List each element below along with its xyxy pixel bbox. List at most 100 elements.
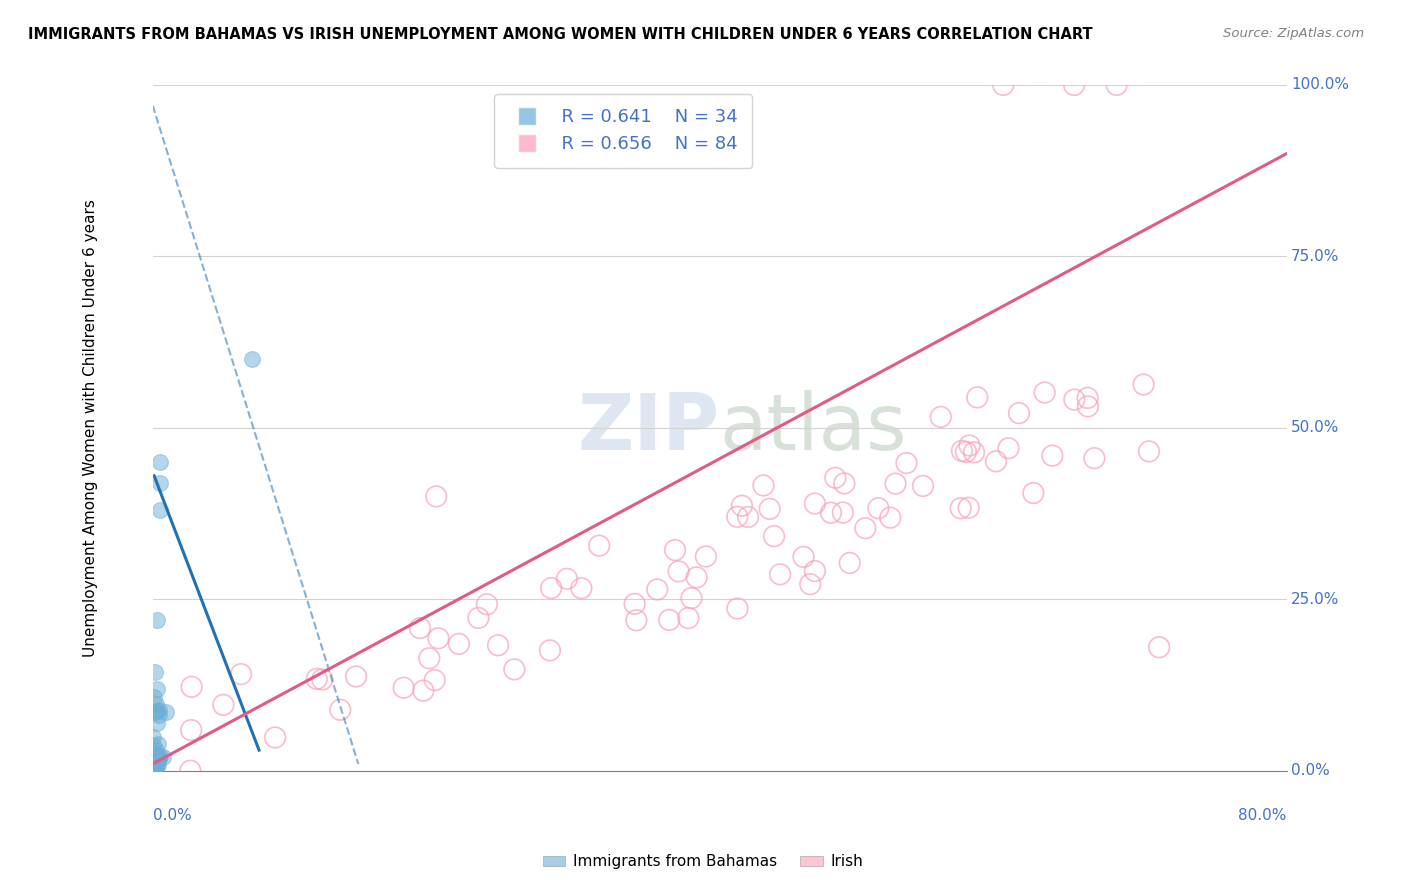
Point xyxy=(155,705,177,719)
Point xyxy=(929,409,952,424)
Point xyxy=(855,521,877,535)
Point xyxy=(645,582,668,597)
Point xyxy=(1077,391,1099,405)
Point xyxy=(145,747,167,761)
Point xyxy=(467,611,489,625)
Text: 75.0%: 75.0% xyxy=(1291,249,1340,264)
Point xyxy=(143,747,166,761)
Point xyxy=(804,496,827,510)
Point xyxy=(769,567,792,582)
Point xyxy=(884,476,907,491)
Point xyxy=(149,748,172,763)
Point xyxy=(984,454,1007,468)
Point xyxy=(146,681,169,696)
Point xyxy=(993,78,1015,92)
Point xyxy=(149,475,172,490)
Point xyxy=(966,390,988,404)
Point xyxy=(149,503,172,517)
Text: 25.0%: 25.0% xyxy=(1291,591,1340,607)
Point xyxy=(955,445,977,459)
Point xyxy=(423,673,446,687)
Point xyxy=(142,730,165,744)
Point xyxy=(997,441,1019,455)
Point xyxy=(1063,78,1085,92)
Point xyxy=(418,651,440,665)
Point xyxy=(804,564,827,578)
Point xyxy=(959,438,981,452)
Point xyxy=(229,667,252,681)
Point xyxy=(949,501,972,516)
Point xyxy=(911,479,934,493)
Point xyxy=(212,698,235,712)
Point xyxy=(145,754,167,768)
Point xyxy=(1083,451,1105,466)
Point xyxy=(425,490,447,504)
Point xyxy=(311,673,333,687)
Point xyxy=(152,750,174,764)
Point xyxy=(146,737,169,751)
Point xyxy=(1008,406,1031,420)
Point xyxy=(475,597,498,611)
Point xyxy=(737,510,759,524)
Text: atlas: atlas xyxy=(720,390,907,466)
Point xyxy=(146,758,169,772)
Text: IMMIGRANTS FROM BAHAMAS VS IRISH UNEMPLOYMENT AMONG WOMEN WITH CHILDREN UNDER 6 : IMMIGRANTS FROM BAHAMAS VS IRISH UNEMPLO… xyxy=(28,27,1092,42)
Point xyxy=(179,764,201,778)
Point xyxy=(1137,444,1160,458)
Point xyxy=(142,762,165,776)
Point xyxy=(731,499,754,513)
Point xyxy=(143,665,166,679)
Point xyxy=(569,581,592,595)
Point xyxy=(143,705,166,719)
Point xyxy=(148,703,170,717)
Point xyxy=(142,756,165,770)
Point xyxy=(142,751,165,765)
Point xyxy=(950,443,973,458)
Point xyxy=(668,565,690,579)
Point xyxy=(344,669,367,683)
Point xyxy=(540,581,562,595)
Point xyxy=(1105,78,1128,92)
Point xyxy=(538,643,561,657)
Point xyxy=(824,471,846,485)
Point xyxy=(664,543,686,558)
Text: 0.0%: 0.0% xyxy=(1291,764,1330,778)
Point xyxy=(763,529,786,543)
Point xyxy=(180,680,202,694)
Point xyxy=(879,510,901,524)
Point xyxy=(142,759,165,773)
Point xyxy=(142,739,165,753)
Point xyxy=(868,501,890,516)
Point xyxy=(685,570,707,584)
Point xyxy=(180,723,202,738)
Point xyxy=(727,601,749,615)
Point xyxy=(725,509,748,524)
Point xyxy=(957,500,980,515)
Point xyxy=(240,352,263,367)
Point xyxy=(1040,449,1063,463)
Point xyxy=(146,704,169,718)
Point xyxy=(145,760,167,774)
Point xyxy=(1132,377,1154,392)
Point xyxy=(820,506,842,520)
Point xyxy=(392,681,415,695)
Legend:   R = 0.641    N = 34,   R = 0.656    N = 84: R = 0.641 N = 34, R = 0.656 N = 84 xyxy=(495,94,752,168)
Point xyxy=(799,577,821,591)
Point xyxy=(695,549,717,564)
Point xyxy=(963,445,986,459)
Point xyxy=(143,690,166,704)
Point xyxy=(1033,385,1056,400)
Point xyxy=(412,683,434,698)
Point xyxy=(486,638,509,652)
Point xyxy=(1022,486,1045,500)
Text: Unemployment Among Women with Children Under 6 years: Unemployment Among Women with Children U… xyxy=(83,199,98,657)
Point xyxy=(409,621,432,635)
Point xyxy=(626,613,648,627)
Point xyxy=(658,613,681,627)
Text: Source: ZipAtlas.com: Source: ZipAtlas.com xyxy=(1223,27,1364,40)
Text: 0.0%: 0.0% xyxy=(153,808,191,823)
Point xyxy=(148,707,170,722)
Point xyxy=(831,506,853,520)
Point xyxy=(896,456,918,470)
Point xyxy=(447,637,470,651)
